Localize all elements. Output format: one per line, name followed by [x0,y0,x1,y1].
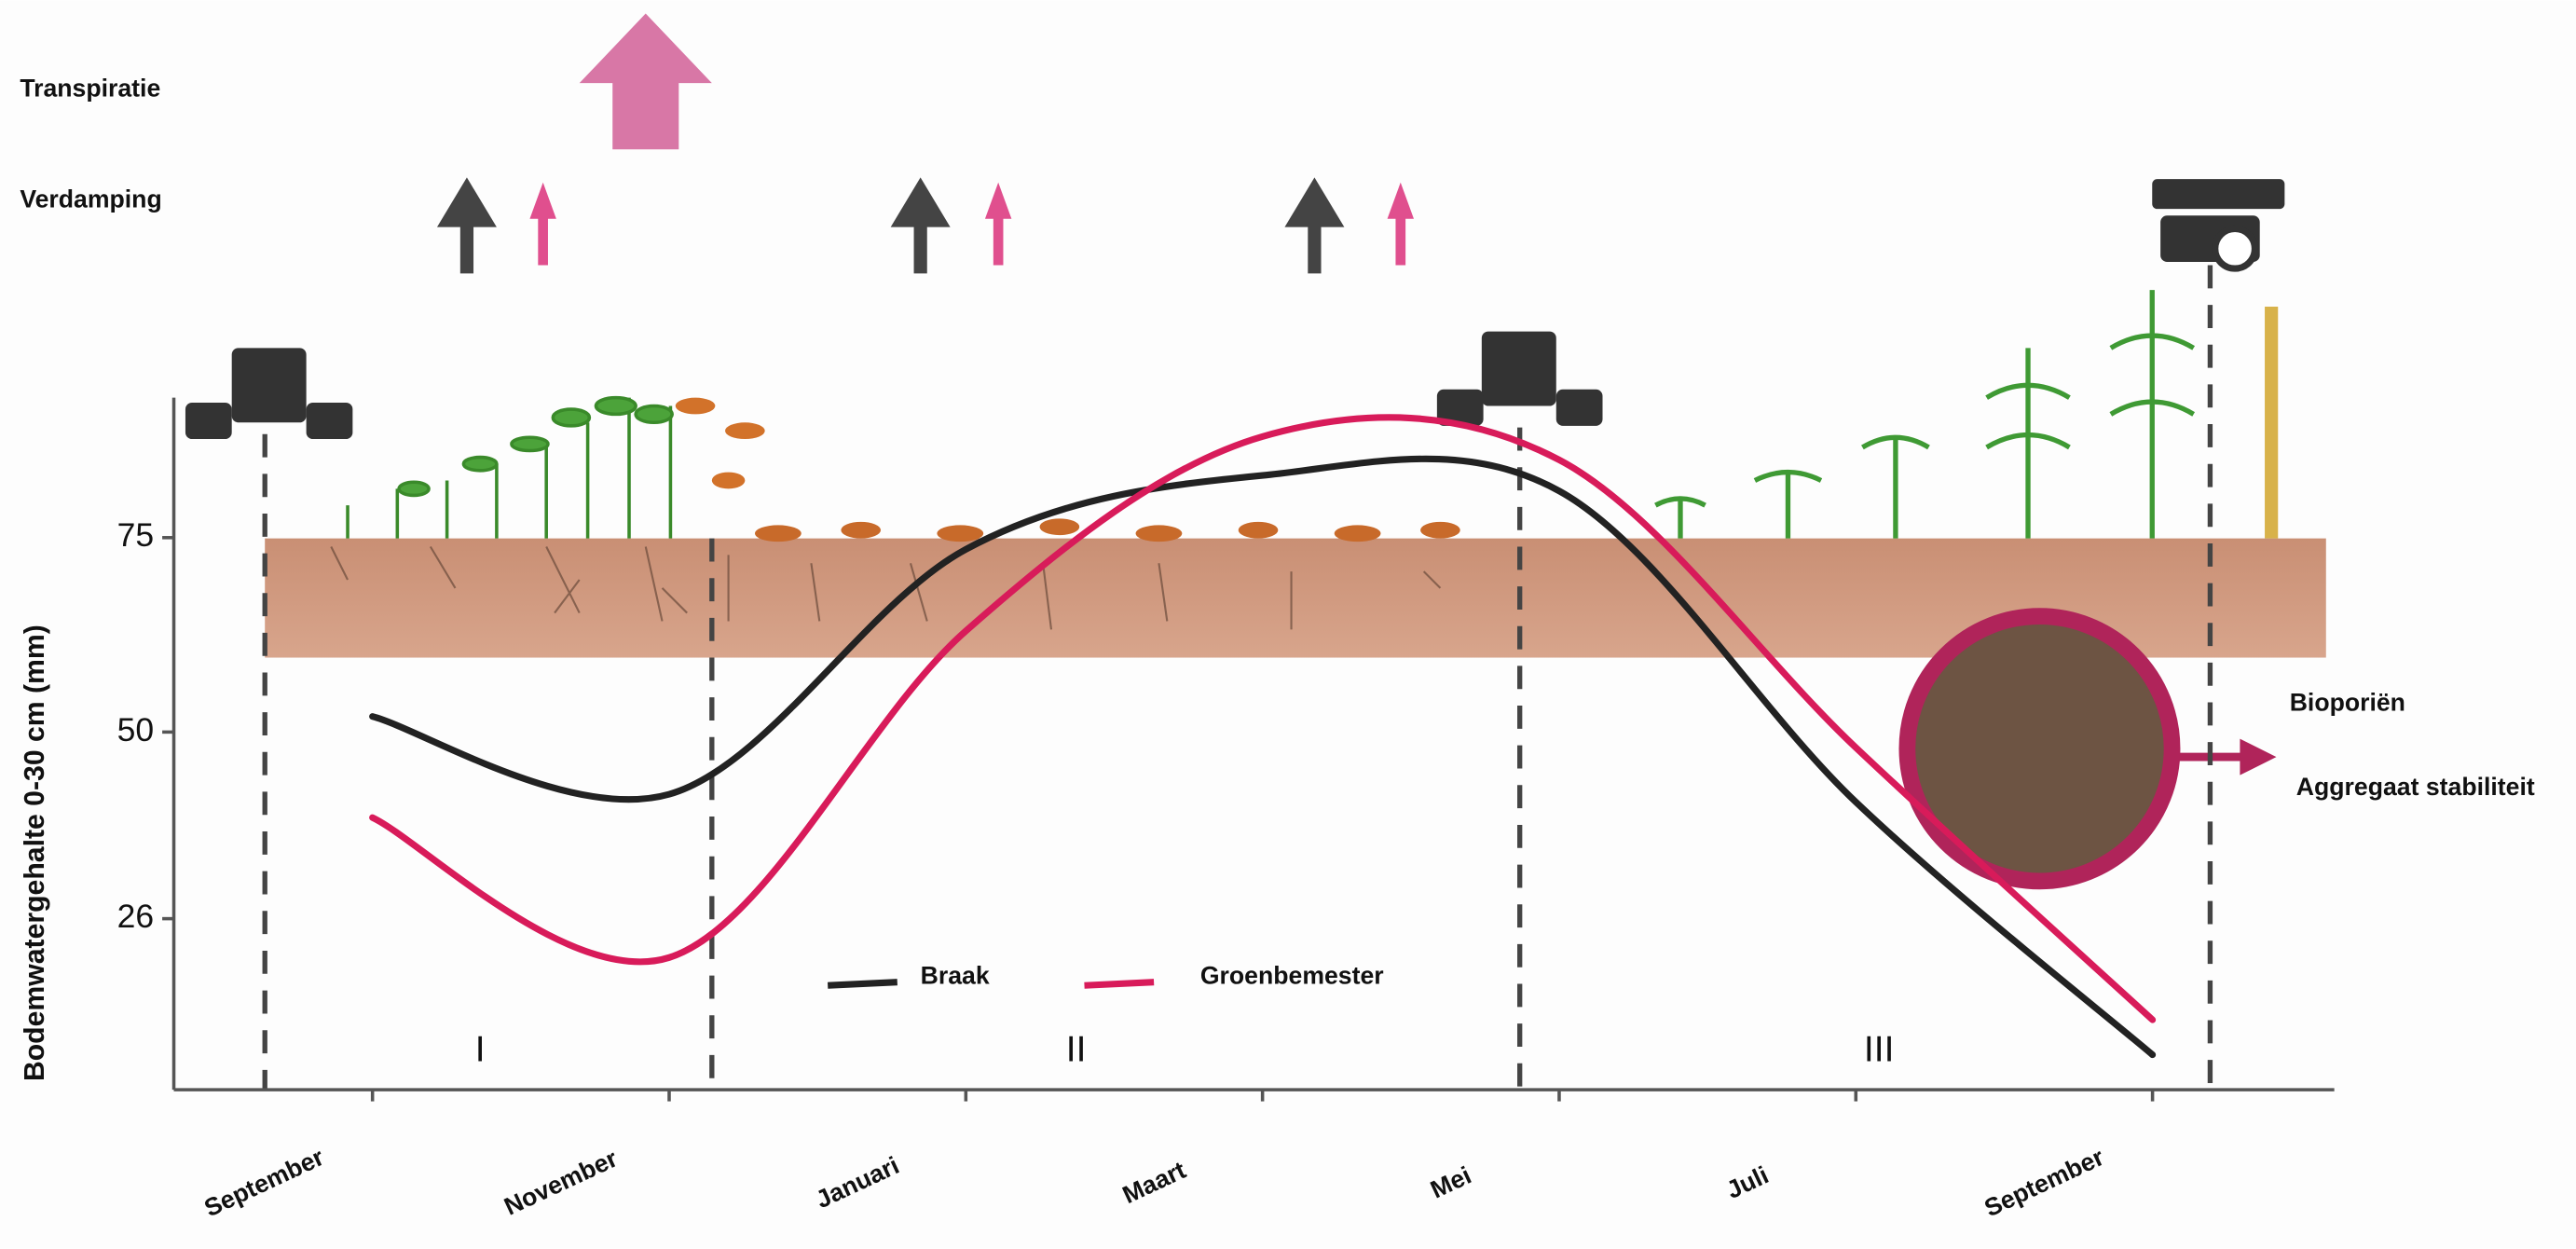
process-label: Transpiratie [20,74,160,102]
chart: Bodemwatergehalte 0-30 cm (mm) 265075Sep… [0,0,2576,1249]
region-label: I [475,1030,486,1070]
soil-property-label: Bioporiën [2290,688,2405,716]
y-tick-label: 75 [117,516,155,554]
legend-swatch [1085,982,1155,986]
region-label: III [1864,1030,1895,1070]
soil-property-label: Aggregaat stabiliteit [2296,773,2535,801]
y-tick-label: 50 [117,711,155,748]
legend-label: Braak [921,961,990,989]
process-label: Verdamping [20,185,161,213]
region-label: II [1066,1030,1087,1070]
legend-label: Groenbemester [1200,961,1384,989]
legend-swatch [828,982,897,986]
y-axis-label: Bodemwatergehalte 0-30 cm (mm) [20,624,50,1081]
y-tick-label: 26 [117,898,155,935]
soil-closeup [1907,616,2172,881]
